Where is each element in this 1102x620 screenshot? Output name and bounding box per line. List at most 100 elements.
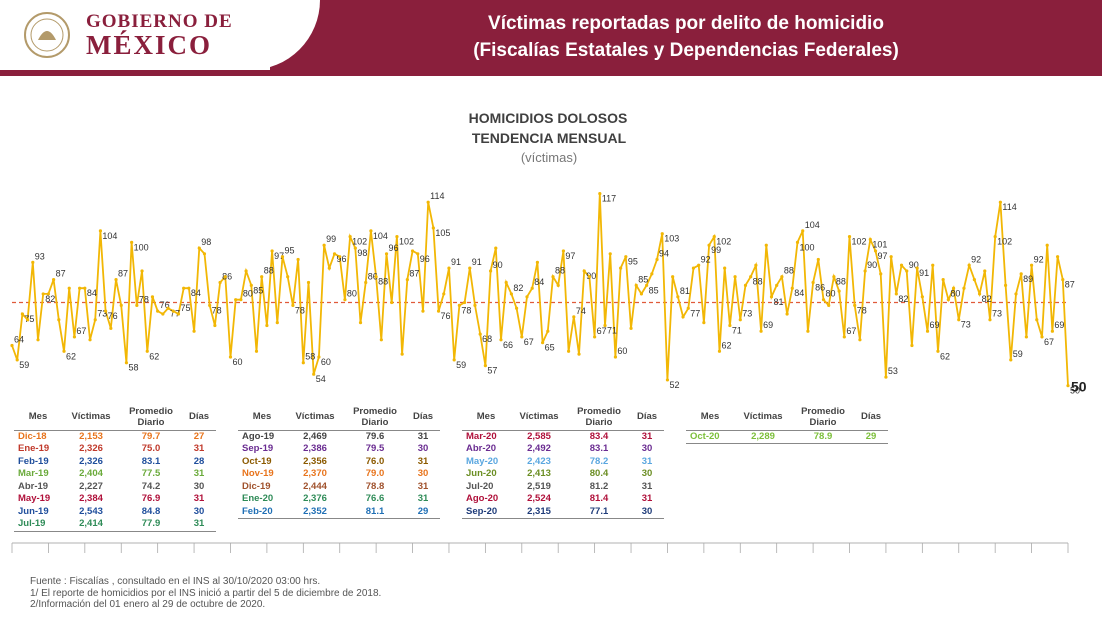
data-label: 103 (664, 234, 679, 244)
data-point (67, 286, 71, 290)
data-point (931, 263, 935, 267)
data-label: 97 (274, 251, 284, 261)
data-point (1045, 243, 1049, 247)
monthly-table-1: Mes Víctimas Promedio Diario Días Dic-18 2,15… (14, 404, 216, 532)
data-point (421, 309, 425, 313)
data-label: 73 (742, 309, 752, 319)
series-line (11, 193, 1069, 386)
data-point (202, 252, 207, 256)
data-point (582, 269, 586, 273)
data-label: 67 (524, 337, 534, 347)
chart-unit: (víctimas) (520, 150, 578, 165)
data-point (951, 286, 956, 290)
chart-subtitle: TENDENCIA MENSUAL (471, 130, 627, 146)
data-point (57, 318, 61, 322)
data-label: 97 (565, 251, 575, 261)
data-point (619, 266, 623, 270)
data-point (384, 252, 389, 256)
table-cell-mes: Sep-20 (462, 505, 510, 519)
table-cell-promedio: 79.0 (365, 468, 385, 479)
data-label: 77 (170, 308, 180, 318)
header-rule (0, 70, 1102, 76)
data-point (749, 275, 753, 279)
table-cell-victimas: 2,469 (303, 430, 327, 442)
data-label: 98 (357, 248, 367, 258)
table-cell-dias: 31 (193, 443, 205, 454)
data-point (499, 338, 503, 342)
data-label: 82 (513, 283, 523, 293)
data-point (608, 252, 612, 256)
data-point (187, 286, 191, 290)
data-point (182, 286, 186, 290)
data-label: 65 (545, 343, 555, 353)
data-point (1035, 318, 1039, 322)
table-cell-promedio: 84.8 (141, 505, 161, 517)
table-cell-mes: Ene-19 (18, 443, 50, 454)
data-point (306, 280, 311, 285)
table-cell-victimas: 2,384 (79, 493, 103, 504)
data-label: 86 (368, 271, 378, 281)
table-row: Mar-19 2,404 77.5 31 (14, 468, 216, 481)
data-point (681, 315, 685, 319)
table-cell-mes: May-19 (18, 493, 51, 504)
data-label: 80 (347, 289, 357, 299)
data-point (270, 249, 274, 253)
table-header-cell: Mes (238, 404, 286, 431)
data-label: 97 (878, 251, 888, 261)
data-point (1029, 263, 1034, 267)
data-label: 84 (534, 277, 544, 287)
table-cell-promedio: 75.0 (141, 443, 161, 454)
table-cell-victimas: 2,423 (527, 455, 551, 467)
table-cell-promedio: 80.4 (589, 468, 609, 479)
data-point (228, 355, 233, 359)
table-cell-promedio: 83.1 (141, 455, 161, 467)
data-point (936, 349, 940, 353)
data-label: 78 (295, 305, 305, 315)
data-point (390, 300, 394, 305)
data-label: 74 (576, 306, 586, 316)
data-label: 96 (337, 254, 347, 264)
data-label: 82 (982, 294, 992, 304)
data-point (395, 235, 399, 239)
data-label: 67 (1044, 337, 1054, 347)
data-point (551, 275, 555, 279)
data-label: 93 (35, 251, 45, 261)
data-label: 52 (669, 380, 679, 390)
footnote-source: Fuente : Fiscalías , consultado en el IN… (30, 576, 321, 587)
data-label: 71 (732, 325, 742, 335)
data-point (593, 335, 597, 339)
data-label: 92 (1034, 254, 1044, 264)
data-point (790, 286, 794, 290)
data-label: 53 (888, 366, 898, 376)
table-cell-mes: Ago-19 (242, 430, 275, 442)
data-point (72, 335, 77, 339)
table-cell-dias: 30 (417, 468, 429, 479)
table-cell-mes: Dic-18 (18, 430, 47, 442)
table-cell-promedio: 79.5 (365, 443, 385, 454)
table-cell-victimas: 2,227 (79, 480, 103, 492)
table-cell-promedio: 76.9 (141, 493, 161, 504)
data-point (603, 323, 607, 328)
table-cell-mes: Feb-20 (238, 505, 286, 519)
data-label: 64 (14, 335, 24, 345)
data-point (665, 378, 670, 382)
data-label: 76 (441, 311, 451, 321)
data-point (78, 286, 82, 290)
data-label: 84 (794, 288, 804, 298)
data-point (234, 298, 238, 302)
data-point (754, 263, 758, 267)
table-cell-promedio: 81.2 (589, 480, 609, 492)
data-point (567, 349, 571, 353)
data-point (530, 286, 534, 290)
data-point (660, 232, 664, 236)
data-point (962, 286, 966, 290)
data-point (436, 309, 441, 313)
table-cell-mes: Jun-19 (18, 505, 49, 517)
data-point (104, 309, 108, 313)
data-label: 67 (846, 326, 856, 336)
data-point (93, 318, 97, 322)
data-label: 90 (493, 260, 503, 270)
header-bar: GOBIERNO DE MÉXICO Víctimas reportadas p… (0, 0, 1102, 70)
table-cell-dias: 29 (854, 430, 888, 444)
data-label: 91 (451, 257, 461, 267)
